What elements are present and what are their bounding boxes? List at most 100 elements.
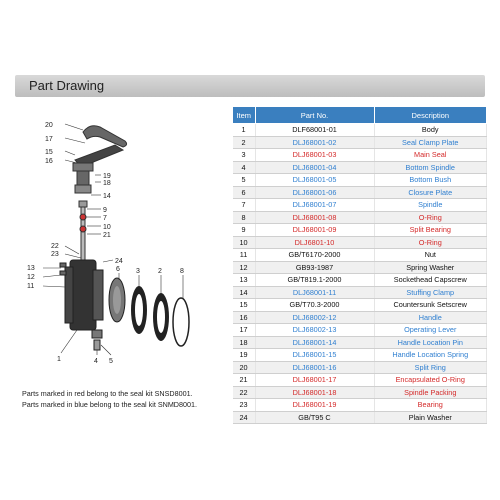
callout-7: 7 [103, 215, 107, 222]
row-part-no: DLJ68001-15 [255, 348, 375, 362]
callout-9: 9 [103, 207, 107, 214]
callout-18: 18 [103, 180, 111, 187]
table-row: 4 DLJ68001-04 Bottom Spindle [232, 161, 487, 174]
row-description: O-Ring [374, 236, 487, 249]
blue-kit-note: Parts marked in blue belong to the seal … [22, 400, 197, 409]
table-row: 16 DLJ68002-12 Handle [232, 311, 487, 324]
table-row: 2 DLJ68001-02 Seal Clamp Plate [232, 136, 487, 149]
row-description: Body [374, 123, 487, 137]
row-item: 9 [232, 223, 256, 237]
table-row: 22 DLJ68001-18 Spindle Packing [232, 386, 487, 399]
table-row: 19 DLJ68001-15 Handle Location Spring [232, 348, 487, 362]
callout-24: 24 [115, 258, 123, 265]
row-item: 23 [232, 398, 256, 412]
row-part-no: DLJ68001-06 [255, 186, 375, 199]
row-description: Nut [374, 248, 487, 262]
row-part-no: DLF68001-01 [255, 123, 375, 137]
row-part-no: DLJ68001-08 [255, 211, 375, 224]
row-part-no: DLJ6801-10 [255, 236, 375, 249]
row-item: 6 [232, 186, 256, 199]
row-part-no: GB/T6170-2000 [255, 248, 375, 262]
row-part-no: DLJ68001-16 [255, 361, 375, 374]
rings-illustration [108, 277, 190, 347]
callout-1: 1 [57, 356, 61, 363]
table-row: 12 GB93-1987 Spring Washer [232, 261, 487, 274]
row-item: 8 [232, 211, 256, 224]
row-part-no: DLJ68002-12 [255, 311, 375, 324]
section-header: Part Drawing [15, 75, 485, 97]
row-description: Spindle [374, 198, 487, 212]
table-row: 7 DLJ68001-07 Spindle [232, 198, 487, 212]
table-row: 3 DLJ68001-03 Main Seal [232, 148, 487, 162]
row-item: 17 [232, 323, 256, 337]
red-kit-note: Parts marked in red belong to the seal k… [22, 389, 193, 398]
callout-11: 11 [27, 283, 34, 290]
row-item: 22 [232, 386, 256, 399]
callout-20: 20 [45, 122, 53, 129]
row-part-no: GB/T819.1-2000 [255, 273, 375, 287]
row-item: 11 [232, 248, 256, 262]
table-row: 5 DLJ68001-05 Bottom Bush [232, 173, 487, 187]
parts-table: Item Part No. Description 1 DLF68001-01 Bo… [232, 106, 487, 424]
row-item: 19 [232, 348, 256, 362]
handle-illustration [72, 125, 128, 263]
seal-kit-notes: Parts marked in red belong to the seal k… [22, 388, 197, 410]
table-row: 15 GB/T70.3-2000 Countersunk Setscrew [232, 298, 487, 312]
row-part-no: GB93-1987 [255, 261, 375, 274]
row-description: Split Bearing [374, 223, 487, 237]
callout-17: 17 [45, 136, 53, 143]
row-item: 20 [232, 361, 256, 374]
parts-table-body: 1 DLF68001-01 Body 2 DLJ68001-02 Seal Clamp P… [232, 123, 487, 424]
row-description: Countersunk Setscrew [374, 298, 487, 312]
row-description: Spring Washer [374, 261, 487, 274]
row-part-no: DLJ68002-13 [255, 323, 375, 337]
callout-14: 14 [103, 193, 111, 200]
row-item: 7 [232, 198, 256, 212]
table-header-row: Item Part No. Description [232, 106, 487, 124]
callout-5: 5 [109, 358, 113, 365]
section-title: Part Drawing [29, 78, 105, 93]
row-item: 3 [232, 148, 256, 162]
row-item: 13 [232, 273, 256, 287]
row-item: 5 [232, 173, 256, 187]
row-part-no: DLJ68001-04 [255, 161, 375, 174]
row-description: Bearing [374, 398, 487, 412]
callout-labels: 20 17 15 16 19 18 14 9 7 10 21 22 23 24 … [27, 122, 184, 365]
table-row: 20 DLJ68001-16 Split Ring [232, 361, 487, 374]
row-item: 12 [232, 261, 256, 274]
part-drawing: 20 17 15 16 19 18 14 9 7 10 21 22 23 24 … [27, 122, 190, 365]
callout-19: 19 [103, 173, 111, 180]
callout-3: 3 [136, 268, 140, 275]
callout-15: 15 [45, 149, 53, 156]
row-item: 14 [232, 286, 256, 299]
row-item: 21 [232, 373, 256, 387]
row-description: O-Ring [374, 211, 487, 224]
callout-4: 4 [94, 358, 98, 365]
table-row: 1 DLF68001-01 Body [232, 123, 487, 137]
row-item: 15 [232, 298, 256, 312]
row-part-no: DLJ68001-05 [255, 173, 375, 187]
callout-21: 21 [103, 232, 111, 239]
row-part-no: DLJ68001-09 [255, 223, 375, 237]
callout-23: 23 [51, 251, 59, 258]
callout-8: 8 [180, 268, 184, 275]
row-description: Closure Plate [374, 186, 487, 199]
row-part-no: GB/T95 C [255, 411, 375, 424]
row-description: Operating Lever [374, 323, 487, 337]
callout-6: 6 [116, 266, 120, 273]
table-row: 24 GB/T95 C Plain Washer [232, 411, 487, 424]
table-row: 17 DLJ68002-13 Operating Lever [232, 323, 487, 337]
row-description: Seal Clamp Plate [374, 136, 487, 149]
row-part-no: DLJ68001-19 [255, 398, 375, 412]
row-description: Handle Location Pin [374, 336, 487, 349]
callout-13: 13 [27, 265, 35, 272]
row-description: Spindle Packing [374, 386, 487, 399]
row-description: Handle [374, 311, 487, 324]
callout-12: 12 [27, 274, 35, 281]
table-row: 18 DLJ68001-14 Handle Location Pin [232, 336, 487, 349]
header-part-no: Part No. [254, 106, 375, 124]
row-part-no: DLJ68001-02 [255, 136, 375, 149]
table-row: 10 DLJ6801-10 O-Ring [232, 236, 487, 249]
row-part-no: GB/T70.3-2000 [255, 298, 375, 312]
row-part-no: DLJ68001-18 [255, 386, 375, 399]
